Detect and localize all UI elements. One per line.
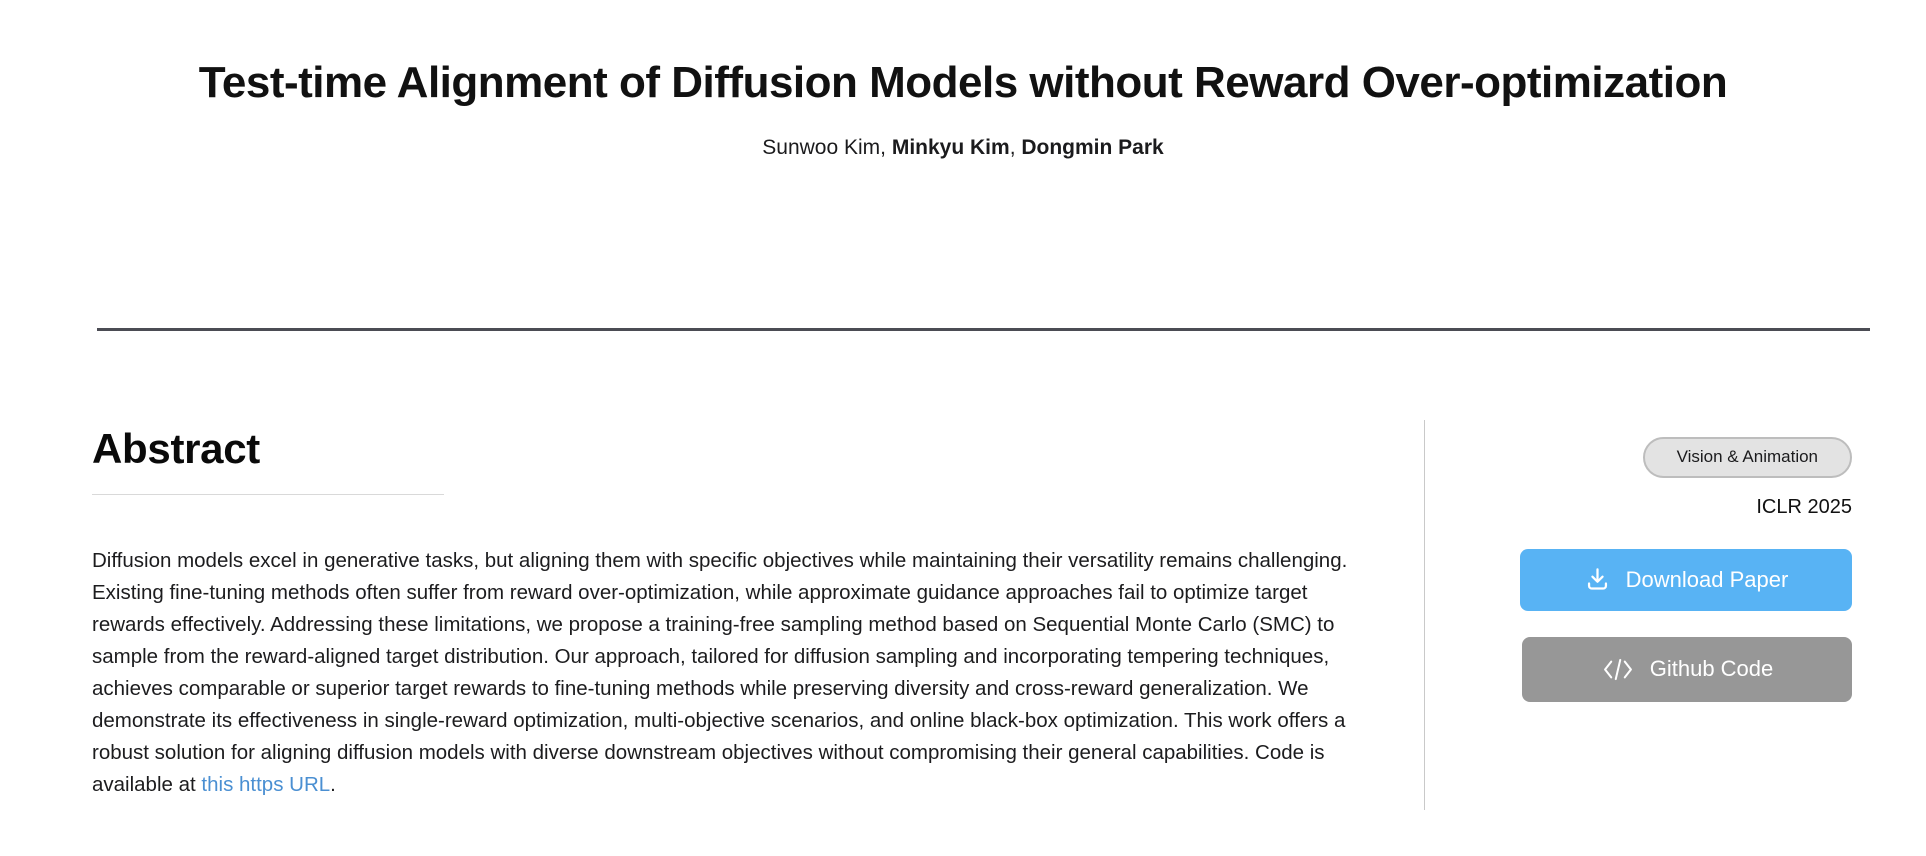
author-name: Dongmin Park [1021, 135, 1164, 159]
download-button-label: Download Paper [1625, 566, 1789, 592]
github-button-label: Github Code [1649, 656, 1774, 682]
venue-label: ICLR 2025 [1756, 495, 1852, 518]
header-divider [97, 327, 1870, 331]
code-url-link[interactable]: this https URL [201, 772, 331, 796]
author-separator: , [880, 135, 892, 159]
paper-header: Test-time Alignment of Diffusion Models … [0, 0, 1926, 161]
github-code-button[interactable]: Github Code [1522, 636, 1852, 702]
content-area: Abstract Diffusion models excel in gener… [0, 331, 1926, 810]
abstract-heading: Abstract [92, 424, 260, 472]
author-name: Minkyu Kim [891, 135, 1010, 159]
category-tag-pill[interactable]: Vision & Animation [1642, 436, 1852, 478]
sidebar-divider [1424, 419, 1425, 810]
download-paper-button[interactable]: Download Paper [1520, 548, 1852, 611]
abstract-section: Abstract Diffusion models excel in gener… [0, 331, 1424, 801]
abstract-heading-underline [92, 493, 444, 495]
paper-meta-sidebar: Vision & Animation ICLR 2025 Download Pa… [1520, 436, 1852, 702]
code-icon [1601, 656, 1635, 683]
author-name: Sunwoo Kim [762, 135, 881, 159]
author-separator: , [1009, 135, 1022, 159]
abstract-text-end: . [330, 772, 336, 796]
page-title: Test-time Alignment of Diffusion Models … [198, 58, 1728, 107]
download-icon [1584, 566, 1611, 593]
abstract-paragraph: Diffusion models excel in generative tas… [92, 545, 1364, 801]
author-list: Sunwoo Kim, Minkyu Kim, Dongmin Park [0, 135, 1926, 161]
abstract-text: Diffusion models excel in generative tas… [92, 548, 1348, 796]
